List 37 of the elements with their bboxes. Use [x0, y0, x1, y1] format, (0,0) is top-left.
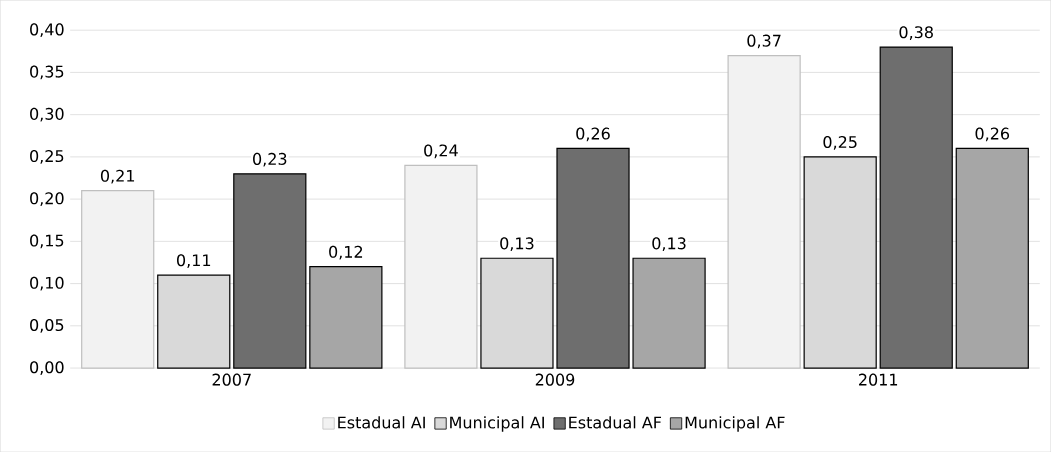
bar — [480, 257, 554, 369]
bar — [556, 147, 630, 369]
data-label: 0,26 — [576, 127, 610, 142]
x-tick-label: 2007 — [212, 373, 251, 386]
y-tick-label: 0,10 — [30, 276, 64, 291]
legend-label: Municipal AF — [685, 416, 785, 432]
y-tick-label: 0,40 — [30, 23, 64, 37]
data-label: 0,21 — [100, 169, 135, 184]
legend-label: Municipal AI — [450, 416, 544, 432]
y-tick-label: 0,15 — [30, 234, 64, 249]
data-label: 0,24 — [424, 144, 458, 159]
bar — [727, 54, 801, 369]
bar — [404, 164, 478, 369]
legend-label: Estadual AF — [569, 416, 662, 429]
y-tick-label: 0,35 — [30, 65, 64, 80]
y-tick-label: 0,05 — [30, 318, 64, 333]
data-label: 0,11 — [177, 254, 211, 268]
y-tick-label: 0,30 — [30, 107, 64, 122]
data-label: 0,37 — [747, 34, 781, 49]
data-label: 0,13 — [500, 237, 534, 251]
x-tick-label: 2011 — [859, 373, 898, 386]
x-tick-label: 2009 — [535, 373, 575, 386]
bar — [81, 189, 155, 369]
y-tick-label: 0,00 — [30, 361, 64, 375]
legend-label: Estadual AI — [338, 416, 425, 429]
data-label: 0,13 — [652, 237, 686, 251]
bar — [879, 46, 953, 369]
y-tick-label: 0,25 — [30, 149, 64, 164]
data-label: 0,12 — [329, 245, 363, 260]
data-label: 0,26 — [975, 127, 1010, 142]
data-label: 0,25 — [823, 135, 857, 150]
bar — [803, 156, 877, 369]
data-label: 0,38 — [899, 26, 933, 40]
y-tick-label: 0,20 — [30, 192, 64, 206]
data-label: 0,23 — [253, 152, 287, 167]
bar — [233, 173, 307, 369]
bar — [157, 274, 231, 369]
